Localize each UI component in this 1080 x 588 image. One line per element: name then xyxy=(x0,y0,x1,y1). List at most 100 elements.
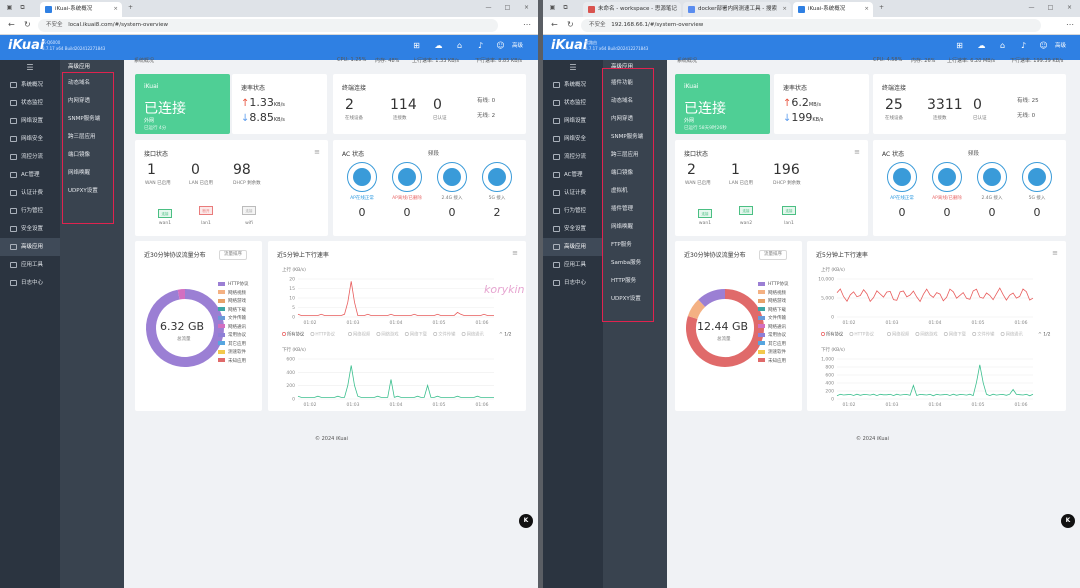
sidebar-item-4[interactable]: 流控分流 xyxy=(0,148,60,166)
sidebar-item-10[interactable]: 应用工具 xyxy=(543,256,603,274)
card-menu-icon[interactable]: ≡ xyxy=(512,249,518,257)
user-menu[interactable]: 高级 xyxy=(1055,43,1067,49)
menu-toggle-icon[interactable]: ☰ xyxy=(569,63,577,72)
sidebar-item-6[interactable]: 认证计费 xyxy=(0,184,60,202)
submenu-item-9[interactable]: FTP服务 xyxy=(611,242,632,248)
menu-toggle-icon[interactable]: ☰ xyxy=(26,63,34,72)
submenu-item-4[interactable]: 跨三层应用 xyxy=(611,152,639,158)
submenu-item-6[interactable]: 虚拟机 xyxy=(611,188,628,194)
submenu-item-3[interactable]: 跨三层应用 xyxy=(68,134,96,140)
legend-item[interactable]: 网络视频 xyxy=(758,290,789,299)
submenu-item-6[interactable]: UDPXY设置 xyxy=(68,188,98,194)
network-icon[interactable]: ⊞ xyxy=(413,41,420,50)
new-tab-icon[interactable]: + xyxy=(878,4,885,11)
sidebar-item-3[interactable]: 网络安全 xyxy=(0,130,60,148)
close-window-icon[interactable]: × xyxy=(1066,4,1073,11)
submenu-item-12[interactable]: UDPXY设置 xyxy=(611,296,641,302)
bell-icon[interactable]: ♪ xyxy=(1020,41,1027,50)
close-tab-icon[interactable]: × xyxy=(864,6,869,12)
legend-item[interactable]: 其它应用 xyxy=(758,341,789,350)
bell-icon[interactable]: ♪ xyxy=(477,41,484,50)
submenu-item-5[interactable]: 网络唤醒 xyxy=(68,170,91,176)
submenu-item-3[interactable]: SNMP服务端 xyxy=(611,134,644,140)
submenu-item-5[interactable]: 端口镜像 xyxy=(611,170,634,176)
submenu-item-7[interactable]: 插件管理 xyxy=(611,206,634,212)
sidebar-item-11[interactable]: 日志中心 xyxy=(0,274,60,292)
legend-item[interactable]: HTTP协议 xyxy=(758,281,789,290)
sidebar-item-10[interactable]: 应用工具 xyxy=(0,256,60,274)
tab-search[interactable]: docker部署内网测速工具 - 搜索 × xyxy=(683,2,791,17)
legend-item[interactable]: 未知应用 xyxy=(758,358,789,367)
card-menu-icon[interactable]: ≡ xyxy=(314,148,320,156)
sidebar-item-3[interactable]: 网络安全 xyxy=(543,130,603,148)
submenu-item-11[interactable]: HTTP服务 xyxy=(611,278,637,284)
sidebar-item-5[interactable]: AC管理 xyxy=(0,166,60,184)
legend-item[interactable]: 网络视频 xyxy=(218,290,249,299)
tab-overview-icon[interactable]: ⧉ xyxy=(563,4,568,11)
ikuai-float-icon[interactable]: K xyxy=(519,514,533,528)
sidebar-item-2[interactable]: 网络设置 xyxy=(0,112,60,130)
user-icon[interactable]: ☺ xyxy=(496,41,505,50)
legend-item[interactable]: HTTP协议 xyxy=(218,281,249,290)
window-menu-icon[interactable]: ▣ xyxy=(6,4,13,11)
sidebar-item-5[interactable]: AC管理 xyxy=(543,166,603,184)
legend-item[interactable]: 测速软件 xyxy=(758,349,789,358)
submenu-item-4[interactable]: 端口镜像 xyxy=(68,152,91,158)
sidebar-item-4[interactable]: 流控分流 xyxy=(543,148,603,166)
back-icon[interactable]: ← xyxy=(8,20,15,29)
legend-item[interactable]: 常用协议 xyxy=(758,332,789,341)
legend-item[interactable]: 测速软件 xyxy=(218,349,249,358)
sort-select[interactable]: 流量排序 xyxy=(759,250,787,260)
sidebar-item-7[interactable]: 行为管控 xyxy=(543,202,603,220)
ikuai-float-icon[interactable]: K xyxy=(1061,514,1075,528)
sort-select[interactable]: 流量排序 xyxy=(219,250,247,260)
minimize-icon[interactable]: — xyxy=(1028,4,1035,11)
submenu-item-0[interactable]: 插件功能 xyxy=(611,80,634,86)
sidebar-item-8[interactable]: 安全设置 xyxy=(543,220,603,238)
port-wan1-icon[interactable]: 连接 xyxy=(158,209,172,218)
user-menu[interactable]: 高级 xyxy=(512,43,524,49)
sidebar-item-8[interactable]: 安全设置 xyxy=(0,220,60,238)
address-input[interactable]: 不安全 192.168.66.1/#/system-overview xyxy=(581,19,1041,32)
card-menu-icon[interactable]: ≡ xyxy=(854,148,860,156)
back-icon[interactable]: ← xyxy=(551,20,558,29)
legend-item[interactable]: 文件传输 xyxy=(758,315,789,324)
legend-item[interactable]: 未知应用 xyxy=(218,358,249,367)
tab-ikuai[interactable]: iKuai-系统概况 × xyxy=(793,2,873,17)
card-menu-icon[interactable]: ≡ xyxy=(1052,249,1058,257)
window-menu-icon[interactable]: ▣ xyxy=(549,4,556,11)
submenu-item-8[interactable]: 网络唤醒 xyxy=(611,224,634,230)
port-lan1-icon[interactable]: 断开 xyxy=(199,206,213,215)
legend-item[interactable]: 网络下载 xyxy=(218,307,249,316)
reload-icon[interactable]: ↻ xyxy=(567,20,574,29)
close-tab-icon[interactable]: × xyxy=(113,6,118,12)
legend-item[interactable]: 文件传输 xyxy=(218,315,249,324)
sidebar-item-0[interactable]: 系统概况 xyxy=(0,76,60,94)
sidebar-item-9[interactable]: 高级应用 xyxy=(0,238,60,256)
network-icon[interactable]: ⊞ xyxy=(956,41,963,50)
submenu-item-1[interactable]: 内网穿透 xyxy=(68,98,91,104)
maximize-icon[interactable]: □ xyxy=(504,4,511,11)
submenu-item-2[interactable]: 内网穿透 xyxy=(611,116,634,122)
address-input[interactable]: 不安全 local.ikuai8.com/#/system-overview xyxy=(38,19,498,32)
port-wan2-icon[interactable]: 连接 xyxy=(739,206,753,215)
home-icon[interactable]: ⌂ xyxy=(999,41,1006,50)
reload-icon[interactable]: ↻ xyxy=(24,20,31,29)
maximize-icon[interactable]: □ xyxy=(1047,4,1054,11)
sidebar-item-7[interactable]: 行为管控 xyxy=(0,202,60,220)
legend-item[interactable]: 网络通讯 xyxy=(758,324,789,333)
close-tab-icon[interactable]: × xyxy=(782,6,787,12)
legend-item[interactable]: 网络通讯 xyxy=(218,324,249,333)
legend-item[interactable]: 常用协议 xyxy=(218,332,249,341)
close-window-icon[interactable]: × xyxy=(523,4,530,11)
legend-item[interactable]: 网络下载 xyxy=(758,307,789,316)
new-tab-icon[interactable]: + xyxy=(127,4,134,11)
cloud-icon[interactable]: ☁ xyxy=(434,41,443,50)
home-icon[interactable]: ⌂ xyxy=(456,41,463,50)
port-wan1-icon[interactable]: 连接 xyxy=(698,209,712,218)
more-icon[interactable]: ⋯ xyxy=(523,20,531,29)
tab-siyuan[interactable]: 未命名 - workspace - 思源笔记 xyxy=(583,2,681,17)
tab-ikuai[interactable]: iKuai-系统概况 × xyxy=(40,2,122,17)
submenu-item-1[interactable]: 动态域名 xyxy=(611,98,634,104)
minimize-icon[interactable]: — xyxy=(485,4,492,11)
